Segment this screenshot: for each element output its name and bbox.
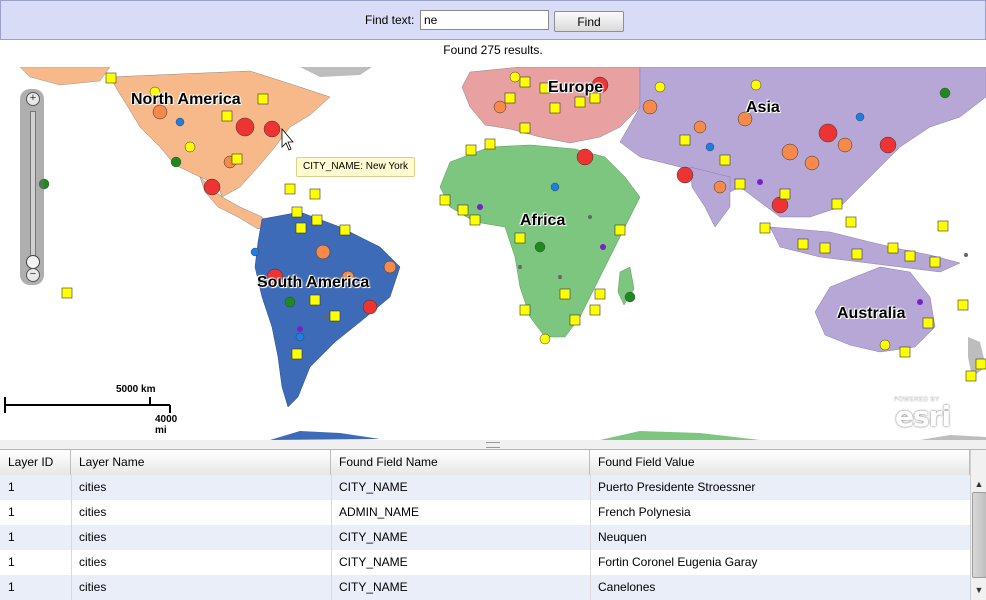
arctic-island-shape: [300, 67, 372, 77]
cell-field-name: CITY_NAME: [339, 530, 408, 544]
asia-shape: [619, 67, 986, 218]
splitter-grip-icon[interactable]: [486, 442, 500, 448]
zoom-track[interactable]: [30, 111, 36, 265]
south-america-shape: [254, 211, 401, 408]
table-row[interactable]: 1 cities CITY_NAME Canelones: [0, 575, 970, 600]
cell-field-value: Canelones: [598, 580, 656, 594]
australia-shape: [814, 266, 936, 353]
find-toolbar: Find text: Find: [0, 0, 986, 40]
table-row[interactable]: 1 cities ADMIN_NAME French Polynesia: [0, 500, 970, 525]
label-europe: Europe: [548, 79, 604, 96]
table-row[interactable]: 1 cities CITY_NAME Puerto Presidente Str…: [0, 475, 970, 500]
results-grid: Layer ID Layer Name Found Field Name Fou…: [0, 449, 986, 600]
cell-field-name: CITY_NAME: [339, 580, 408, 594]
column-divider: [331, 475, 332, 600]
column-header-found-field-value[interactable]: Found Field Value: [590, 450, 970, 475]
cell-layer-name: cities: [79, 580, 107, 594]
panel-splitter[interactable]: [0, 440, 986, 449]
label-south-america: South America: [257, 274, 370, 291]
zoom-slider[interactable]: + −: [20, 89, 44, 285]
cell-layer-name: cities: [79, 530, 107, 544]
africa-shape: [439, 144, 641, 338]
column-header-found-field-name[interactable]: Found Field Name: [331, 450, 590, 475]
table-row[interactable]: 1 cities CITY_NAME Fortin Coronel Eugeni…: [0, 550, 970, 575]
scale-km-label: 5000 km: [116, 384, 156, 395]
antarctica-shape-east: [920, 435, 986, 440]
cell-layer-id: 1: [8, 505, 15, 519]
esri-logo: POWERED BY esri: [894, 397, 958, 433]
city-markers: [38, 71, 986, 382]
cell-layer-id: 1: [8, 530, 15, 544]
find-text-label: Find text:: [365, 13, 415, 27]
results-status: Found 275 results.: [443, 43, 543, 57]
greenland-shape: [19, 67, 111, 86]
scale-bar: 5000 km 4000 mi: [4, 381, 184, 436]
cell-layer-id: 1: [8, 480, 15, 494]
india-shape: [689, 166, 731, 228]
zoom-thumb[interactable]: [26, 255, 40, 269]
cell-field-value: Neuquen: [598, 530, 647, 544]
mouse-cursor: [281, 127, 294, 151]
column-header-layer-id[interactable]: Layer ID: [0, 450, 71, 475]
find-button[interactable]: Find: [554, 11, 624, 32]
world-map[interactable]: North America South America Europe Afric…: [0, 67, 986, 440]
label-australia: Australia: [837, 305, 906, 322]
grid-scrollbar[interactable]: ▲ ▼: [970, 450, 986, 600]
scale-mi-label: 4000 mi: [155, 414, 178, 436]
cell-field-value: Fortin Coronel Eugenia Garay: [598, 555, 758, 569]
scroll-up-arrow-icon[interactable]: ▲: [974, 479, 984, 489]
cell-field-value: Puerto Presidente Stroessner: [598, 480, 756, 494]
cell-field-name: ADMIN_NAME: [339, 505, 420, 519]
north-america-shape: [109, 70, 331, 198]
cell-layer-id: 1: [8, 580, 15, 594]
map-basemap: [19, 67, 986, 440]
zoom-out-button[interactable]: −: [26, 268, 40, 282]
find-text-input[interactable]: [420, 10, 549, 30]
cell-layer-id: 1: [8, 555, 15, 569]
column-divider: [71, 475, 72, 600]
cell-layer-name: cities: [79, 555, 107, 569]
zoom-in-button[interactable]: +: [26, 92, 40, 106]
column-header-layer-name[interactable]: Layer Name: [71, 450, 331, 475]
scroll-down-arrow-icon[interactable]: ▼: [974, 585, 984, 595]
antarctica-shape-center: [600, 431, 760, 440]
scale-bar-lines: [4, 397, 171, 413]
cell-field-name: CITY_NAME: [339, 480, 408, 494]
esri-logo-text: esri: [895, 400, 951, 433]
antarctica-shape-west: [270, 431, 380, 440]
cell-field-value: French Polynesia: [598, 505, 691, 519]
cell-layer-name: cities: [79, 505, 107, 519]
cell-field-name: CITY_NAME: [339, 555, 408, 569]
label-africa: Africa: [520, 212, 566, 229]
column-divider: [590, 475, 591, 600]
label-north-america: North America: [131, 91, 241, 108]
esri-powered-text: POWERED BY: [894, 397, 940, 403]
city-tooltip: CITY_NAME: New York: [296, 157, 416, 177]
cell-layer-name: cities: [79, 480, 107, 494]
grid-header: Layer ID Layer Name Found Field Name Fou…: [0, 450, 970, 476]
scroll-thumb[interactable]: [972, 492, 986, 578]
label-asia: Asia: [746, 99, 780, 116]
table-row[interactable]: 1 cities CITY_NAME Neuquen: [0, 525, 970, 550]
